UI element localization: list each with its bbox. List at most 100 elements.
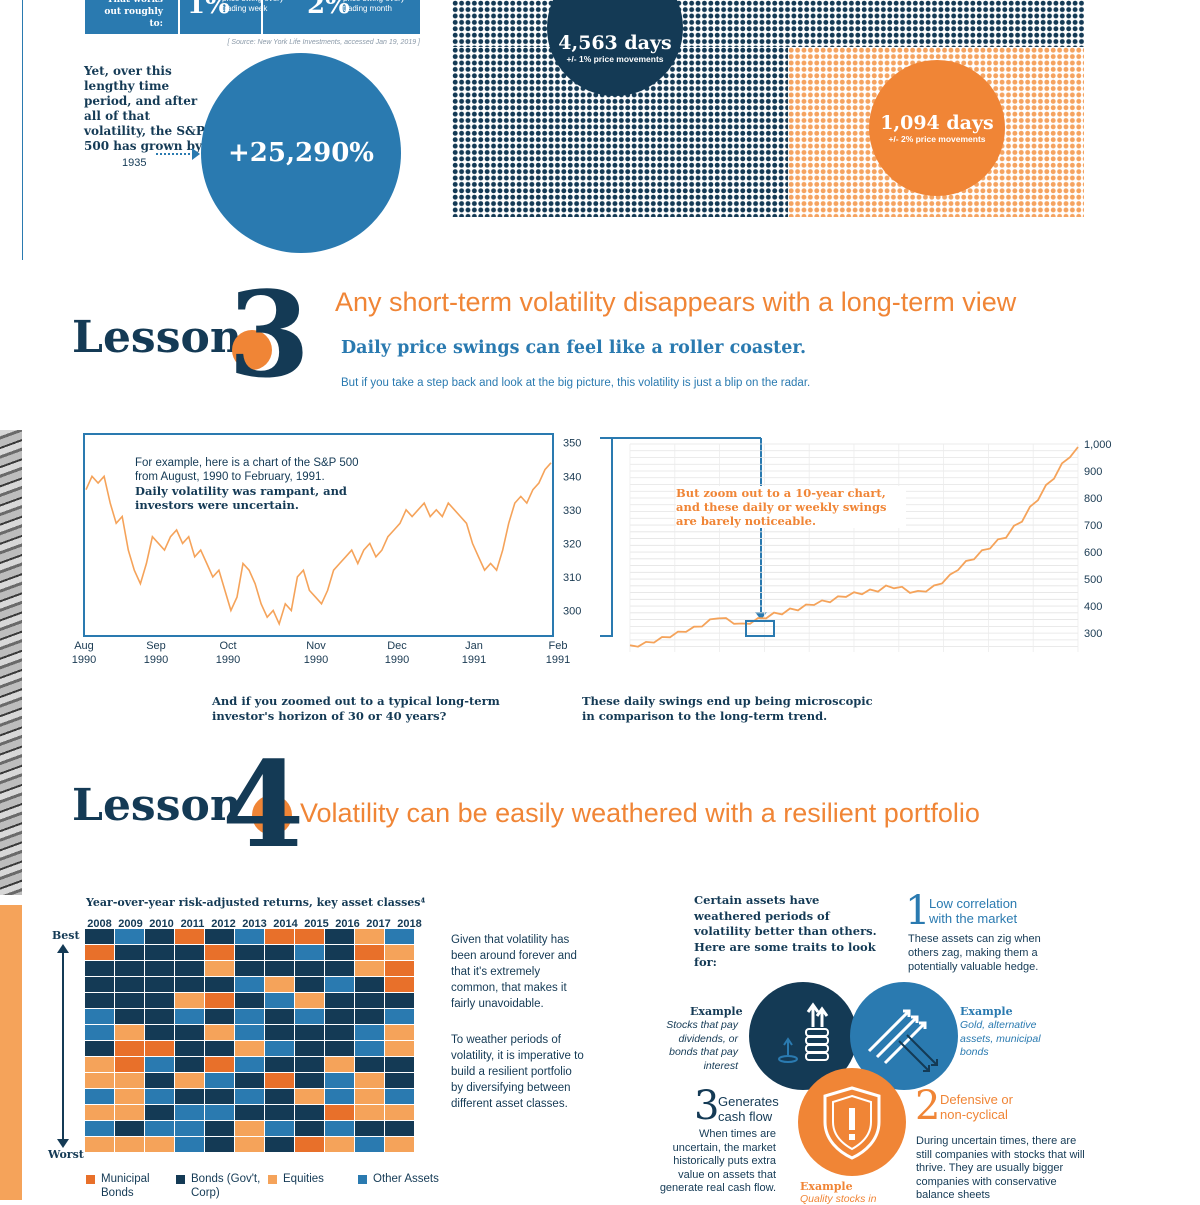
- heatmap-cell: [264, 1008, 295, 1025]
- chart1-x-tick: Oct 1990: [216, 640, 240, 666]
- heatmap-cell: [174, 976, 205, 993]
- heatmap-cell: [144, 1088, 175, 1105]
- legend-item: Municipal Bonds: [86, 1172, 166, 1200]
- heatmap-cell: [234, 1040, 265, 1057]
- example2-label: Example: [960, 1005, 1013, 1018]
- heatmap-cell: [174, 1104, 205, 1121]
- heatmap-cell: [114, 1072, 145, 1089]
- heatmap-year: 2009: [118, 918, 143, 930]
- heatmap-year: 2013: [242, 918, 267, 930]
- best-worst-arrow: [57, 944, 69, 1148]
- trait3-title: Generates cash flow: [718, 1094, 779, 1124]
- heatmap-cell: [264, 1056, 295, 1073]
- days-2-sub: +/- 2% price movements: [888, 134, 986, 144]
- chart2-series-line: [629, 446, 1079, 648]
- heatmap-cell: [84, 1040, 115, 1057]
- heatmap-row: [84, 1136, 415, 1153]
- weekly-pct: 1%: [187, 0, 230, 20]
- heatmap-cell: [84, 1136, 115, 1153]
- heatmap-row: [84, 992, 415, 1009]
- heatmap-row: [84, 928, 415, 945]
- heatmap-cell: [234, 960, 265, 977]
- legend-label: Other Assets: [373, 1173, 439, 1185]
- heatmap-cell: [174, 1120, 205, 1137]
- chart1-y-tick: 350: [563, 438, 581, 450]
- heatmap-cell: [264, 960, 295, 977]
- heatmap-cell: [384, 960, 415, 977]
- chart1-note-b: Daily volatility was rampant, and invest…: [135, 484, 347, 512]
- chart1-y-tick: 310: [563, 572, 581, 584]
- heatmap-cell: [114, 992, 145, 1009]
- heatmap-cell: [324, 928, 355, 945]
- chart1-x-tick: Jan 1991: [462, 640, 486, 666]
- heatmap-cell: [114, 960, 145, 977]
- shield-icon: [823, 1086, 881, 1160]
- example1-text: Stocks that pay dividends, or bonds that…: [666, 1019, 738, 1072]
- heatmap-cell: [384, 928, 415, 945]
- days-2-circle: 1,094 days +/- 2% price movements: [869, 60, 1005, 196]
- heatmap-cell: [114, 1008, 145, 1025]
- heatmap-cell: [84, 1104, 115, 1121]
- chart2-y-tick: 800: [1084, 493, 1102, 505]
- heatmap-cell: [204, 1024, 235, 1041]
- heatmap-cell: [174, 992, 205, 1009]
- legend-swatch: [176, 1175, 185, 1184]
- heatmap-best: Best: [52, 929, 80, 942]
- arrow-up-icon: [57, 944, 69, 953]
- heatmap-cell: [84, 1024, 115, 1041]
- example3-label: Example: [800, 1180, 853, 1193]
- heatmap-cell: [234, 1120, 265, 1137]
- heatmap-cell: [264, 1040, 295, 1057]
- heatmap-cell: [354, 1136, 385, 1153]
- defensive-circle: [798, 1068, 906, 1176]
- heatmap-cell: [114, 1056, 145, 1073]
- growth-value: +25,290%: [228, 138, 374, 168]
- heatmap-cell: [144, 1008, 175, 1025]
- heatmap-cell: [354, 944, 385, 961]
- heatmap-cell: [384, 1024, 415, 1041]
- chart2-y-tick: 300: [1084, 628, 1102, 640]
- legend-swatch: [268, 1175, 277, 1184]
- heatmap-cell: [384, 1088, 415, 1105]
- chart2-y-tick: 900: [1084, 466, 1102, 478]
- heatmap-cell: [294, 1040, 325, 1057]
- heatmap-cell: [264, 992, 295, 1009]
- heatmap-cell: [204, 1104, 235, 1121]
- heatmap-cell: [144, 1120, 175, 1137]
- heatmap-cell: [144, 960, 175, 977]
- heatmap-cell: [354, 976, 385, 993]
- chart1-series-line: [85, 462, 552, 627]
- heatmap-cell: [84, 1072, 115, 1089]
- chart2-y-tick: 1,000: [1084, 439, 1112, 451]
- heatmap-year: 2015: [304, 918, 329, 930]
- heatmap-cell: [84, 960, 115, 977]
- heatmap-cell: [174, 928, 205, 945]
- yet-text: Yet, over this lengthy time period, and …: [84, 64, 207, 153]
- heatmap-cell: [324, 976, 355, 993]
- heatmap-cell: [204, 1040, 235, 1057]
- chart1-y-tick: 330: [563, 505, 581, 517]
- heatmap-cell: [354, 1056, 385, 1073]
- heatmap-cell: [174, 1024, 205, 1041]
- heatmap-cell: [144, 1024, 175, 1041]
- heatmap-cell: [294, 976, 325, 993]
- heatmap-cell: [174, 944, 205, 961]
- trait3-number: 3: [694, 1083, 720, 1129]
- chart1-frame: [83, 433, 554, 637]
- heatmap-cell: [204, 976, 235, 993]
- chart1-x-tick: Sep 1990: [144, 640, 168, 666]
- example3-text: Quality stocks in: [800, 1193, 877, 1205]
- heatmap-cell: [204, 944, 235, 961]
- heatmap-cell: [264, 1136, 295, 1153]
- heatmap-cell: [174, 1136, 205, 1153]
- legend-swatch: [86, 1175, 95, 1184]
- lesson4-para1: Given that volatility has been around fo…: [451, 934, 577, 1010]
- heatmap-year: 2012: [211, 918, 236, 930]
- heatmap-cell: [114, 1120, 145, 1137]
- heatmap-cell: [264, 1088, 295, 1105]
- heatmap-cell: [294, 944, 325, 961]
- heatmap-cell: [144, 992, 175, 1009]
- heatmap-cell: [384, 1008, 415, 1025]
- trait2-body: During uncertain times, there are still …: [916, 1135, 1085, 1201]
- heatmap-cell: [384, 976, 415, 993]
